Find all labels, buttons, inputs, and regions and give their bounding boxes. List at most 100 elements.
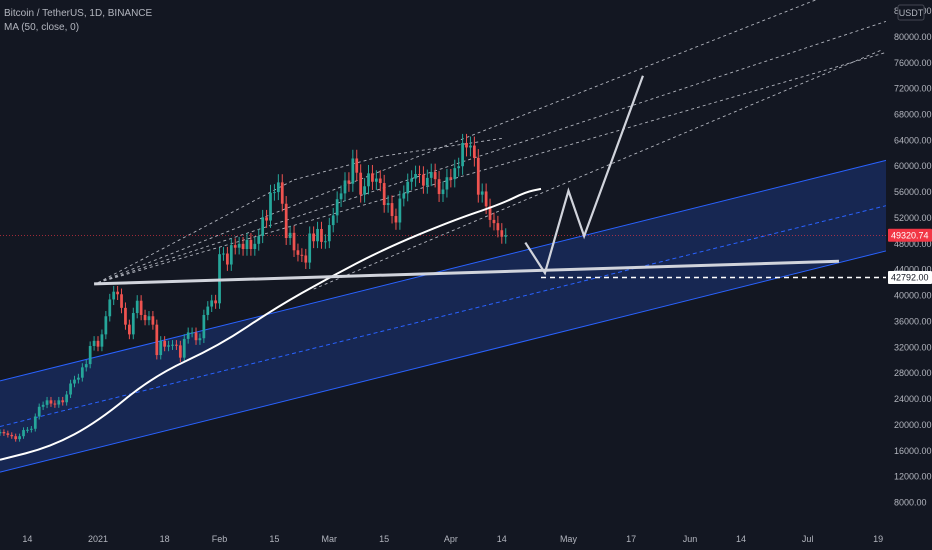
candle xyxy=(147,311,151,326)
channel-mid-line[interactable] xyxy=(0,205,887,428)
trend-fan-lines[interactable] xyxy=(97,0,887,290)
candle xyxy=(433,163,437,188)
indicator-legend[interactable]: MA (50, close, 0) xyxy=(4,22,80,33)
y-tick-label: 40000.00 xyxy=(894,291,932,301)
candle xyxy=(324,234,327,249)
candle xyxy=(88,341,92,369)
x-tick-label: Feb xyxy=(212,534,228,544)
level-price-tag[interactable]: 42792.00 xyxy=(888,271,932,285)
candle xyxy=(351,149,355,192)
x-tick-label: 19 xyxy=(873,534,883,544)
level-price-value: 42792.00 xyxy=(891,273,929,283)
channel-lower-line[interactable] xyxy=(0,250,887,473)
candle xyxy=(202,309,206,343)
candle xyxy=(69,379,72,399)
candle xyxy=(186,327,190,344)
currency-badge[interactable]: USDT xyxy=(897,4,925,21)
candle xyxy=(363,178,366,203)
candle xyxy=(163,336,167,352)
candle xyxy=(261,209,265,244)
y-tick-label: 16000.00 xyxy=(894,446,932,456)
candle xyxy=(500,223,504,244)
channel-upper-line[interactable] xyxy=(0,159,887,382)
candle xyxy=(304,248,308,270)
candle xyxy=(245,233,249,256)
candle xyxy=(359,164,363,203)
currency-label: USDT xyxy=(899,8,924,18)
candle xyxy=(253,237,257,256)
candle xyxy=(312,226,316,249)
candle xyxy=(37,403,41,420)
candle xyxy=(476,149,480,203)
candle xyxy=(437,170,441,202)
candle xyxy=(269,184,272,228)
candle xyxy=(182,334,186,362)
candle xyxy=(453,159,457,188)
fan-line[interactable] xyxy=(97,179,295,284)
time-axis[interactable]: 14 2021 18 Feb 15 Mar 15 Apr 14 May 17 Jun 14 Jul 19 xyxy=(22,534,883,544)
candle xyxy=(29,426,33,433)
candle xyxy=(480,183,484,203)
candle xyxy=(492,212,496,231)
candle xyxy=(343,172,347,202)
candle xyxy=(206,301,210,321)
candle xyxy=(124,302,127,330)
candle xyxy=(80,363,84,382)
candle xyxy=(96,336,100,352)
candle xyxy=(159,336,163,360)
fan-line[interactable] xyxy=(293,156,381,181)
fan-line[interactable] xyxy=(97,51,887,284)
candle xyxy=(108,293,112,322)
fan-line[interactable] xyxy=(97,20,887,284)
last-price-tag[interactable]: 49320.74 xyxy=(888,228,932,242)
candle xyxy=(390,195,394,224)
candle xyxy=(100,329,104,352)
candle xyxy=(300,248,304,263)
x-tick-label: Mar xyxy=(322,534,338,544)
projection-path[interactable] xyxy=(524,75,644,276)
y-tick-label: 36000.00 xyxy=(894,316,932,326)
candle xyxy=(73,375,76,388)
candle xyxy=(457,157,461,177)
y-tick-label: 64000.00 xyxy=(894,135,932,145)
candle xyxy=(229,238,233,271)
y-tick-label: 8000.00 xyxy=(894,498,927,508)
candle xyxy=(347,172,351,192)
candle xyxy=(190,327,194,338)
fan-line[interactable] xyxy=(313,49,883,290)
candle xyxy=(171,340,174,350)
fan-line[interactable] xyxy=(380,137,502,157)
candle xyxy=(49,396,53,407)
candle xyxy=(449,168,453,188)
y-tick-label: 24000.00 xyxy=(894,394,932,404)
x-tick-label: 15 xyxy=(269,534,279,544)
support-trendline[interactable] xyxy=(94,259,840,286)
candle xyxy=(378,170,382,192)
y-tick-label: 80000.00 xyxy=(894,32,932,42)
candle xyxy=(382,174,386,213)
candle xyxy=(104,311,108,340)
candle xyxy=(425,169,429,194)
regression-channel[interactable] xyxy=(0,159,887,473)
symbol-legend[interactable]: Bitcoin / TetherUS, 1D, BINANCE xyxy=(4,8,153,19)
candle xyxy=(257,229,261,251)
candle xyxy=(465,133,468,157)
candle xyxy=(2,429,6,436)
candle xyxy=(237,237,241,255)
candle xyxy=(226,246,229,271)
ma50-line[interactable] xyxy=(0,187,542,461)
x-tick-label: Jun xyxy=(683,534,698,544)
y-tick-label: 12000.00 xyxy=(894,472,932,482)
candle xyxy=(135,295,139,319)
candle xyxy=(402,185,406,207)
x-tick-label: 14 xyxy=(497,534,507,544)
candle xyxy=(10,432,14,439)
candle xyxy=(53,400,57,408)
candle xyxy=(504,228,508,244)
y-tick-label: 20000.00 xyxy=(894,420,932,430)
candle xyxy=(488,198,492,228)
candle xyxy=(33,413,37,432)
candle xyxy=(469,136,472,157)
candle xyxy=(461,133,464,175)
